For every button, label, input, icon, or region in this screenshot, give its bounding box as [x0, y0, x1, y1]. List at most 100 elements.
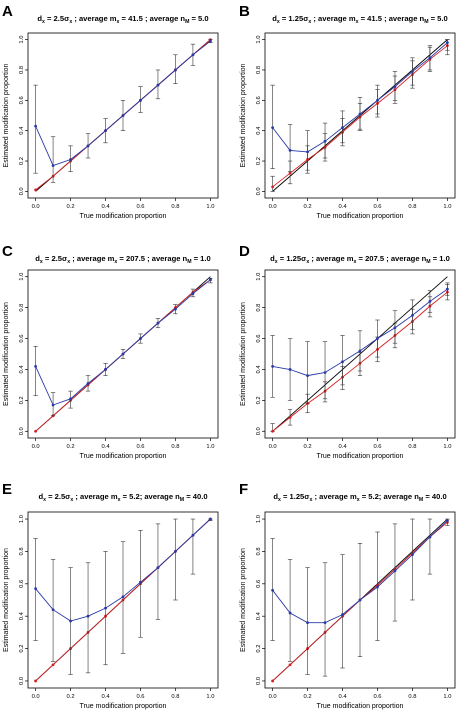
- y-axis-label: Estimated modification proportion: [240, 548, 247, 652]
- x-tick-label: 0.8: [171, 204, 179, 210]
- data-point-blue: [139, 98, 142, 102]
- data-point-blue: [446, 519, 449, 523]
- data-point-blue: [69, 619, 72, 623]
- y-tick-label: 0.2: [19, 396, 25, 404]
- data-point-blue: [174, 68, 177, 72]
- plot-frame: [264, 32, 456, 199]
- data-point-blue: [358, 598, 362, 602]
- data-point-blue: [306, 374, 309, 378]
- x-tick-label: 0.2: [67, 204, 75, 210]
- data-point-blue: [393, 85, 397, 89]
- x-tick-label: 0.2: [304, 444, 312, 450]
- data-point-blue: [341, 126, 344, 130]
- x-tick-label: 0.4: [338, 694, 347, 700]
- x-tick-label: 0.0: [32, 204, 40, 210]
- y-tick-label: 1.0: [256, 515, 262, 523]
- data-point-blue: [393, 326, 397, 330]
- x-tick-label: 1.0: [206, 204, 214, 210]
- plot-frame: [27, 32, 219, 199]
- y-axis-label: Estimated modification proportion: [3, 302, 10, 406]
- data-point-red: [271, 679, 274, 683]
- x-tick-label: 0.2: [304, 694, 312, 700]
- data-point-blue: [121, 595, 125, 599]
- y-tick-label: 0.8: [19, 66, 25, 74]
- x-tick-label: 0.4: [101, 204, 110, 210]
- y-tick-label: 0.8: [256, 547, 262, 555]
- y-tick-label: 1.0: [19, 515, 25, 523]
- x-tick-label: 0.6: [136, 204, 144, 210]
- panel-letter: C: [2, 243, 13, 260]
- plot-frame: [264, 511, 456, 689]
- y-tick-label: 0.0: [19, 677, 25, 685]
- data-point-blue: [411, 553, 414, 557]
- x-tick-label: 0.6: [373, 694, 381, 700]
- panel-title: dx = 2.5σx ; average mx = 207.5 ; averag…: [35, 254, 210, 265]
- data-point-blue: [376, 585, 379, 589]
- panel-letter: F: [239, 481, 248, 498]
- data-point-blue: [209, 39, 212, 43]
- data-point-red: [288, 171, 292, 175]
- panel-letter: D: [239, 243, 250, 260]
- panel-letter: E: [2, 481, 12, 498]
- data-point-blue: [34, 587, 37, 591]
- data-point-blue: [411, 313, 414, 317]
- data-point-blue: [288, 368, 292, 371]
- x-tick-label: 0.4: [101, 694, 110, 700]
- data-point-blue: [51, 164, 55, 167]
- data-point-blue: [104, 606, 107, 610]
- y-tick-label: 0.4: [256, 365, 262, 374]
- x-axis-label: True modification proportion: [80, 453, 167, 460]
- x-tick-label: 0.6: [373, 204, 381, 210]
- y-tick-label: 0.0: [256, 187, 262, 195]
- data-point-red: [288, 415, 292, 419]
- data-point-red: [51, 663, 55, 667]
- x-tick-label: 0.8: [408, 204, 416, 210]
- data-point-blue: [306, 621, 309, 625]
- x-tick-label: 0.0: [269, 694, 277, 700]
- data-point-blue: [446, 41, 449, 45]
- plot-frame: [27, 511, 219, 689]
- y-tick-label: 0.6: [19, 580, 25, 588]
- y-axis-label: Estimated modification proportion: [3, 63, 10, 167]
- y-tick-label: 0.6: [256, 580, 262, 588]
- y-tick-label: 0.8: [256, 304, 262, 312]
- y-tick-label: 0.8: [256, 66, 262, 74]
- y-tick-label: 1.0: [19, 36, 25, 44]
- data-point-blue: [86, 144, 90, 148]
- data-point-blue: [69, 397, 72, 401]
- data-point-blue: [428, 535, 432, 539]
- data-point-blue: [191, 533, 195, 537]
- x-tick-label: 0.6: [373, 444, 381, 450]
- x-tick-label: 1.0: [443, 444, 451, 450]
- panel-title: dx = 1.25σx ; average mx = 5.2; average …: [273, 492, 446, 503]
- y-axis-label: Estimated modification proportion: [240, 63, 247, 167]
- x-tick-label: 0.8: [171, 694, 179, 700]
- data-point-blue: [104, 129, 107, 133]
- data-point-blue: [34, 364, 37, 368]
- y-tick-label: 0.4: [19, 126, 25, 135]
- data-point-blue: [323, 139, 327, 143]
- panel-title: dx = 1.25σx ; average mx = 207.5 ; avera…: [270, 254, 450, 265]
- data-point-red: [34, 188, 37, 192]
- x-tick-label: 1.0: [206, 444, 214, 450]
- data-point-red: [271, 185, 274, 189]
- y-tick-label: 0.2: [256, 396, 262, 404]
- x-tick-label: 0.8: [408, 444, 416, 450]
- data-point-blue: [174, 550, 177, 553]
- data-point-blue: [69, 158, 72, 161]
- data-point-blue: [174, 307, 177, 311]
- data-point-blue: [271, 126, 274, 130]
- data-point-blue: [156, 566, 160, 570]
- y-tick-label: 0.0: [256, 427, 262, 435]
- x-tick-label: 0.4: [101, 444, 110, 450]
- y-tick-label: 0.4: [19, 611, 25, 620]
- y-tick-label: 0.4: [256, 611, 262, 620]
- x-axis-label: True modification proportion: [80, 213, 167, 220]
- panel-title: dx = 2.5σx ; average mx = 41.5 ; average…: [37, 14, 208, 25]
- data-point-blue: [86, 381, 90, 385]
- data-point-blue: [323, 371, 327, 374]
- y-tick-label: 0.6: [256, 96, 262, 104]
